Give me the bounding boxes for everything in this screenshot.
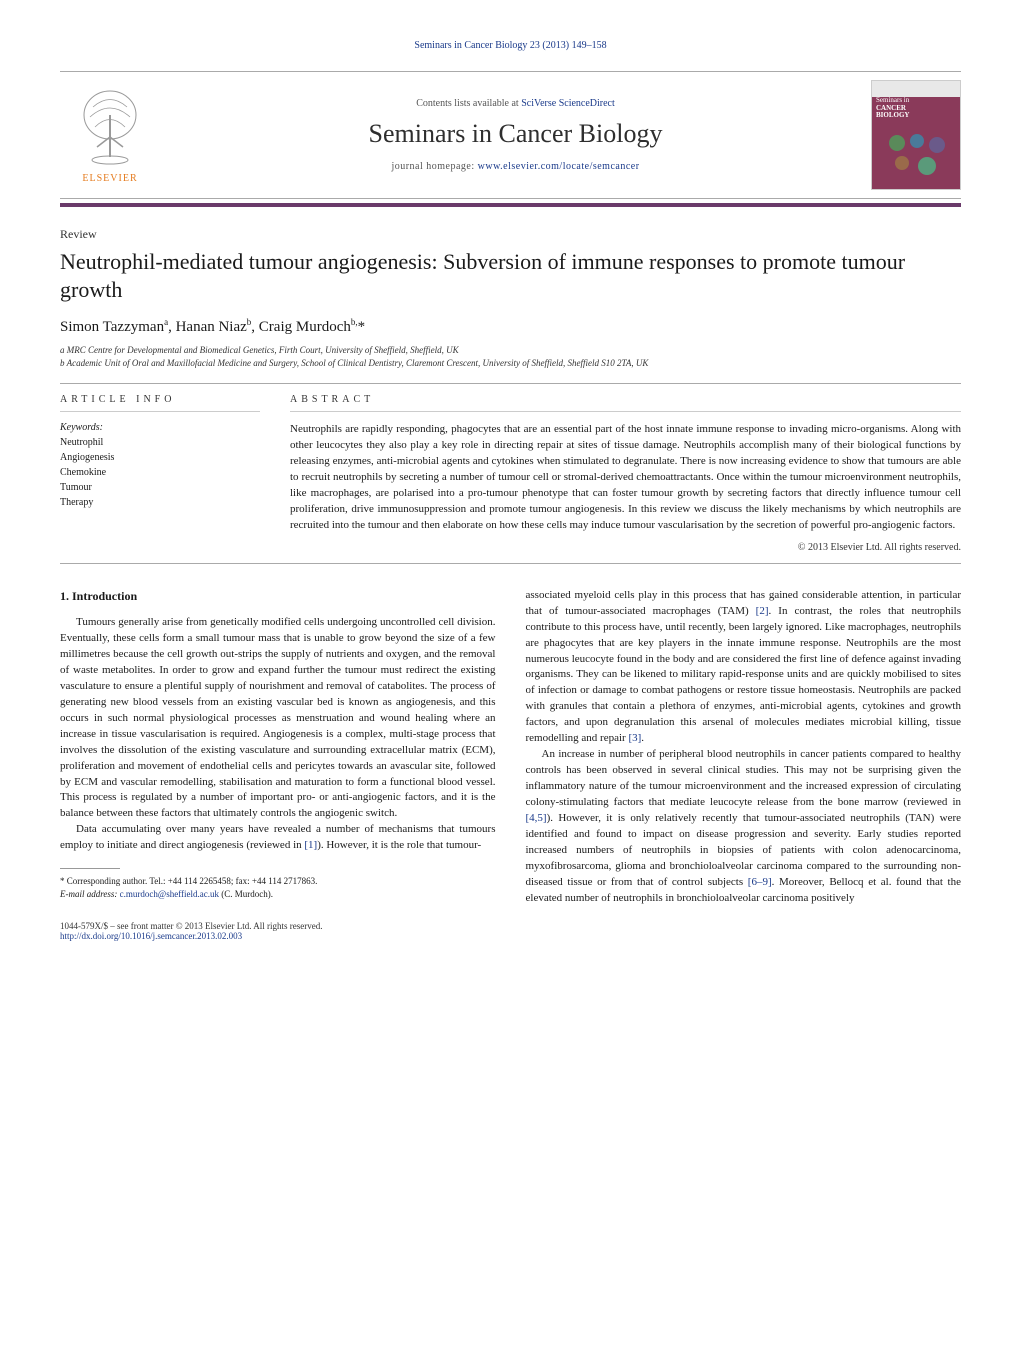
- affiliation-b: b Academic Unit of Oral and Maxillofacia…: [60, 357, 961, 370]
- article-info-heading: article info: [60, 394, 260, 412]
- citation-ref[interactable]: [4,5]: [526, 812, 547, 824]
- body-paragraph: An increase in number of peripheral bloo…: [526, 747, 962, 906]
- keyword-item: Angiogenesis: [60, 450, 260, 465]
- email-label: E-mail address:: [60, 889, 120, 899]
- keywords-list: Neutrophil Angiogenesis Chemokine Tumour…: [60, 435, 260, 510]
- contents-text: Contents lists available at: [416, 98, 521, 109]
- corresponding-author-footnote: * Corresponding author. Tel.: +44 114 22…: [60, 875, 496, 900]
- left-column: 1. Introduction Tumours generally arise …: [60, 588, 496, 907]
- right-column: associated myeloid cells play in this pr…: [526, 588, 962, 907]
- info-abstract-row: article info Keywords: Neutrophil Angiog…: [60, 383, 961, 564]
- footnote-separator: [60, 868, 120, 869]
- journal-banner: ELSEVIER Contents lists available at Sci…: [60, 71, 961, 199]
- cover-line-3: BIOLOGY: [876, 112, 956, 120]
- body-paragraph: associated myeloid cells play in this pr…: [526, 588, 962, 747]
- homepage-label: journal homepage:: [391, 161, 477, 172]
- email-suffix: (C. Murdoch).: [219, 889, 273, 899]
- elsevier-label: ELSEVIER: [60, 173, 160, 184]
- doi-link[interactable]: http://dx.doi.org/10.1016/j.semcancer.20…: [60, 931, 242, 941]
- corr-email-link[interactable]: c.murdoch@sheffield.ac.uk: [120, 889, 219, 899]
- issn-line: 1044-579X/$ – see front matter © 2013 El…: [60, 921, 961, 931]
- keyword-item: Tumour: [60, 480, 260, 495]
- abstract-heading: abstract: [290, 394, 961, 412]
- body-paragraph: Tumours generally arise from genetically…: [60, 615, 496, 822]
- citation-ref[interactable]: [2]: [756, 605, 769, 617]
- cover-art-icon: [882, 131, 952, 181]
- elsevier-tree-icon: [75, 87, 145, 167]
- sciencedirect-link[interactable]: SciVerse ScienceDirect: [521, 98, 615, 109]
- contents-available-line: Contents lists available at SciVerse Sci…: [160, 98, 871, 109]
- journal-cover-thumbnail: Seminars in CANCER BIOLOGY: [871, 80, 961, 190]
- body-text: .: [641, 732, 644, 744]
- abstract-text: Neutrophils are rapidly responding, phag…: [290, 422, 961, 534]
- page-footer: 1044-579X/$ – see front matter © 2013 El…: [60, 921, 961, 941]
- citation-ref[interactable]: [3]: [628, 732, 641, 744]
- article-title: Neutrophil-mediated tumour angiogenesis:…: [60, 248, 961, 303]
- homepage-link[interactable]: www.elsevier.com/locate/semcancer: [478, 161, 640, 172]
- journal-title: Seminars in Cancer Biology: [160, 119, 871, 149]
- cover-title-text: Seminars in CANCER BIOLOGY: [876, 97, 956, 120]
- affiliation-a: a MRC Centre for Developmental and Biome…: [60, 344, 961, 357]
- running-header-link[interactable]: Seminars in Cancer Biology 23 (2013) 149…: [414, 40, 606, 51]
- citation-ref[interactable]: [1]: [304, 839, 317, 851]
- journal-banner-center: Contents lists available at SciVerse Sci…: [160, 98, 871, 172]
- journal-homepage-line: journal homepage: www.elsevier.com/locat…: [160, 161, 871, 172]
- body-text: . In contrast, the roles that neutrophil…: [526, 605, 962, 745]
- corr-email-line: E-mail address: c.murdoch@sheffield.ac.u…: [60, 888, 496, 901]
- body-text: ). However, it is the role that tumour-: [317, 839, 481, 851]
- keyword-item: Therapy: [60, 495, 260, 510]
- section-1-heading: 1. Introduction: [60, 588, 496, 605]
- elsevier-logo: ELSEVIER: [60, 87, 160, 184]
- corr-author-line: * Corresponding author. Tel.: +44 114 22…: [60, 875, 496, 888]
- running-header: Seminars in Cancer Biology 23 (2013) 149…: [60, 40, 961, 51]
- body-text: An increase in number of peripheral bloo…: [526, 748, 962, 808]
- body-columns: 1. Introduction Tumours generally arise …: [60, 588, 961, 907]
- keyword-item: Chemokine: [60, 465, 260, 480]
- citation-ref[interactable]: [6–9]: [748, 876, 772, 888]
- purple-divider-bar: [60, 203, 961, 207]
- body-paragraph: Data accumulating over many years have r…: [60, 822, 496, 854]
- article-type: Review: [60, 227, 961, 242]
- affiliations: a MRC Centre for Developmental and Biome…: [60, 344, 961, 369]
- abstract-block: abstract Neutrophils are rapidly respond…: [290, 394, 961, 553]
- abstract-copyright: © 2013 Elsevier Ltd. All rights reserved…: [290, 542, 961, 553]
- keywords-label: Keywords:: [60, 422, 260, 433]
- keyword-item: Neutrophil: [60, 435, 260, 450]
- article-info-block: article info Keywords: Neutrophil Angiog…: [60, 394, 260, 553]
- authors-line: Simon Tazzymana, Hanan Niazb, Craig Murd…: [60, 317, 961, 336]
